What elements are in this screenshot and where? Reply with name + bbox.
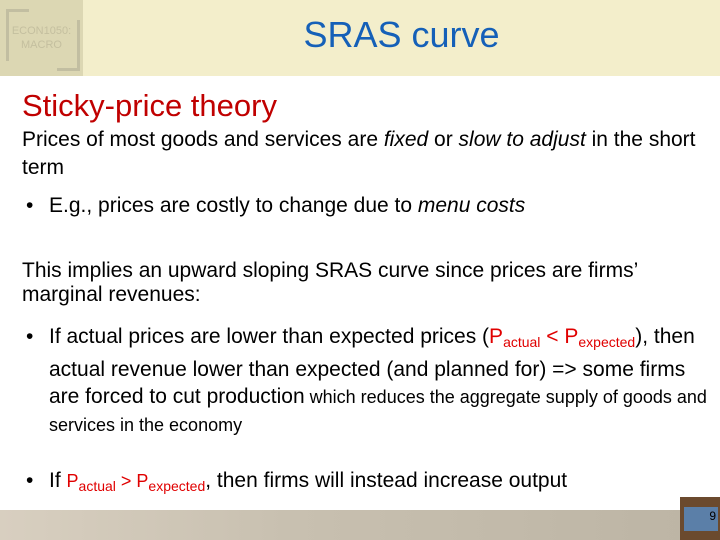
bullet-icon: • bbox=[26, 194, 34, 217]
bullet-icon: • bbox=[26, 325, 34, 348]
footer-band bbox=[0, 510, 720, 540]
section-heading: Sticky-price theory bbox=[22, 88, 277, 123]
bullet-3: If Pactual > Pexpected, then firms will … bbox=[49, 469, 568, 494]
page-number-badge: 9 bbox=[680, 497, 720, 540]
bullet-icon: • bbox=[26, 469, 34, 492]
bullet-2: If actual prices are lower than expected… bbox=[49, 325, 707, 435]
paragraph-2: This implies an upward sloping SRAS curv… bbox=[22, 259, 638, 306]
bullet-1: E.g., prices are costly to change due to… bbox=[49, 194, 526, 217]
slide-title: SRAS curve bbox=[303, 14, 500, 55]
paragraph-1: Prices of most goods and services are fi… bbox=[22, 128, 696, 179]
title-bar: ECON1050: MACRO SRAS curve bbox=[0, 0, 720, 76]
course-logo: ECON1050: MACRO bbox=[0, 0, 83, 76]
